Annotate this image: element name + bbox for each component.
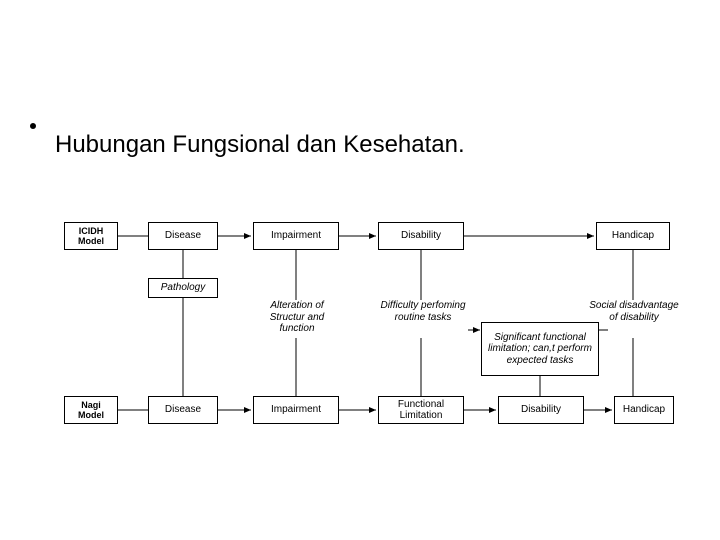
nagi-functional-box: Functional Limitation [378,396,464,424]
icidh-impairment-box: Impairment [253,222,339,250]
icidh-disability-box: Disability [378,222,464,250]
pathology-box: Pathology [148,278,218,298]
nagi-disability-box: Disability [498,396,584,424]
social-label: Social disadvantage of disability [586,300,682,323]
diagram-canvas: Hubungan Fungsional dan Kesehatan. ICIDH… [0,0,720,540]
icidh-model-box: ICIDH Model [64,222,118,250]
difficulty-label: Difficulty perfoming routine tasks [378,300,468,323]
icidh-handicap-box: Handicap [596,222,670,250]
icidh-disease-box: Disease [148,222,218,250]
connectors [0,0,720,540]
nagi-impairment-box: Impairment [253,396,339,424]
significant-box: Significant functional limitation; can,t… [481,322,599,376]
nagi-disease-box: Disease [148,396,218,424]
alteration-label: Alteration of Structur and function [252,300,342,335]
bullet-icon [30,123,36,129]
nagi-model-box: Nagi Model [64,396,118,424]
page-title: Hubungan Fungsional dan Kesehatan. [55,131,465,159]
nagi-handicap-box: Handicap [614,396,674,424]
